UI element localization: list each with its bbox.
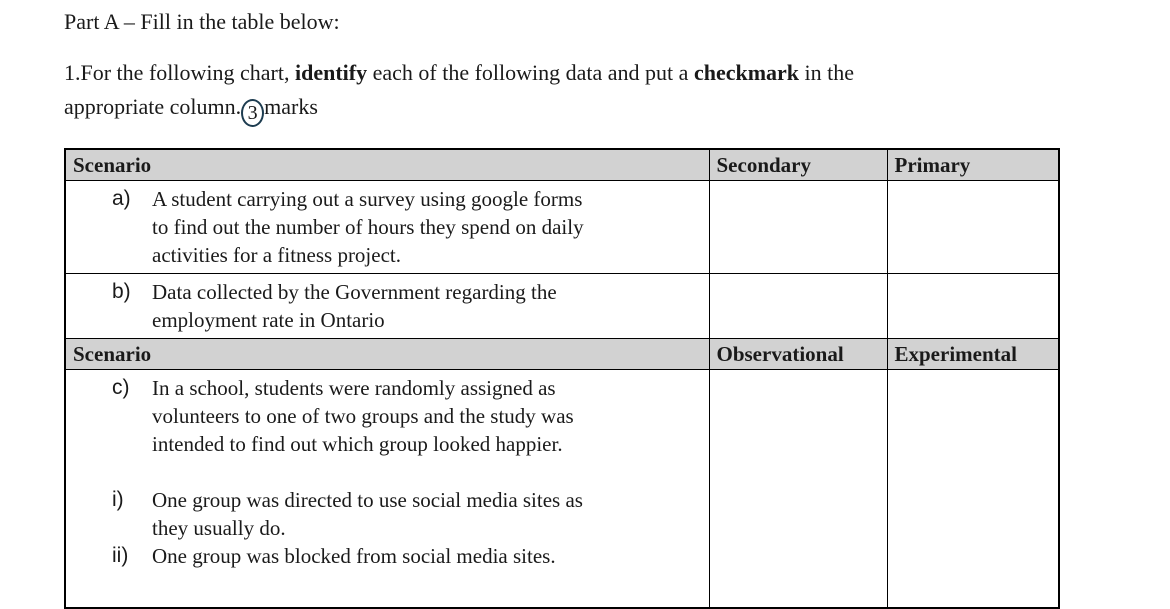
scenario-row-a: a) A student carrying out a survey using… — [64, 180, 1060, 274]
text-line: activities for a fitness project. — [152, 243, 401, 267]
header-row-observational-experimental: Scenario Observational Experimental — [64, 338, 1060, 370]
text-line: A student carrying out a survey using go… — [152, 187, 583, 211]
scenario-cell-a: a) A student carrying out a survey using… — [64, 180, 710, 274]
header-row-primary-secondary: Scenario Secondary Primary — [64, 148, 1060, 181]
scenario-cell-b: b) Data collected by the Government rega… — [64, 273, 710, 339]
answer-cell-b-secondary[interactable] — [708, 273, 888, 339]
row-label: i) — [112, 488, 124, 511]
instruction-text: in the — [799, 60, 855, 85]
list-item: b) Data collected by the Government rega… — [66, 278, 701, 334]
header-observational: Observational — [708, 338, 888, 370]
header-primary: Primary — [886, 148, 1060, 181]
blank-line — [66, 458, 701, 486]
text-line: to find out the number of hours they spe… — [152, 215, 584, 239]
list-item: ii) One group was blocked from social me… — [66, 542, 701, 570]
scenario-text: One group was blocked from social media … — [152, 542, 701, 570]
instruction-text: each of the following data and put a — [367, 60, 694, 85]
answer-cell-c-experimental[interactable] — [886, 369, 1060, 609]
scenario-text: In a school, students were randomly assi… — [152, 374, 701, 458]
answer-cell-c-observational[interactable] — [708, 369, 888, 609]
text-line: In a school, students were randomly assi… — [152, 376, 556, 400]
row-label: ii) — [112, 544, 129, 567]
instruction-bold-checkmark: checkmark — [693, 60, 800, 85]
instruction-text: appropriate column. — [64, 94, 242, 119]
scenario-table: Scenario Secondary Primary a) A student … — [64, 148, 1060, 609]
answer-cell-a-primary[interactable] — [886, 180, 1060, 274]
text-line: Data collected by the Government regardi… — [152, 280, 557, 304]
instruction-text: marks — [264, 94, 318, 119]
text-line: intended to find out which group looked … — [152, 432, 563, 456]
header-scenario-1: Scenario — [64, 148, 710, 181]
scenario-text: One group was directed to use social med… — [152, 486, 701, 542]
row-label: a) — [112, 187, 131, 210]
header-experimental: Experimental — [886, 338, 1060, 370]
answer-cell-b-primary[interactable] — [886, 273, 1060, 339]
instruction-text: 1.For the following chart, — [64, 60, 295, 85]
question-instruction: 1.For the following chart, identify each… — [64, 56, 1170, 127]
list-item: a) A student carrying out a survey using… — [66, 185, 701, 269]
row-label: b) — [112, 280, 131, 303]
scenario-text: A student carrying out a survey using go… — [152, 185, 701, 269]
scenario-text: Data collected by the Government regardi… — [152, 278, 701, 334]
header-scenario-2: Scenario — [64, 338, 710, 370]
text-line: volunteers to one of two groups and the … — [152, 404, 574, 428]
text-line: One group was directed to use social med… — [152, 488, 583, 512]
header-secondary: Secondary — [708, 148, 888, 181]
text-line: they usually do. — [152, 516, 286, 540]
part-a-heading: Part A – Fill in the table below: — [64, 9, 340, 34]
list-item: i) One group was directed to use social … — [66, 486, 701, 542]
scenario-row-c: c) In a school, students were randomly a… — [64, 369, 1060, 609]
marks-circle: 3 — [241, 99, 265, 127]
row-label: c) — [112, 376, 130, 399]
answer-cell-a-secondary[interactable] — [708, 180, 888, 274]
list-item: c) In a school, students were randomly a… — [66, 374, 701, 458]
text-line: One group was blocked from social media … — [152, 544, 556, 568]
scenario-row-b: b) Data collected by the Government rega… — [64, 273, 1060, 339]
instruction-bold-identify: identify — [294, 60, 368, 85]
text-line: employment rate in Ontario — [152, 308, 385, 332]
scenario-cell-c: c) In a school, students were randomly a… — [64, 369, 710, 609]
